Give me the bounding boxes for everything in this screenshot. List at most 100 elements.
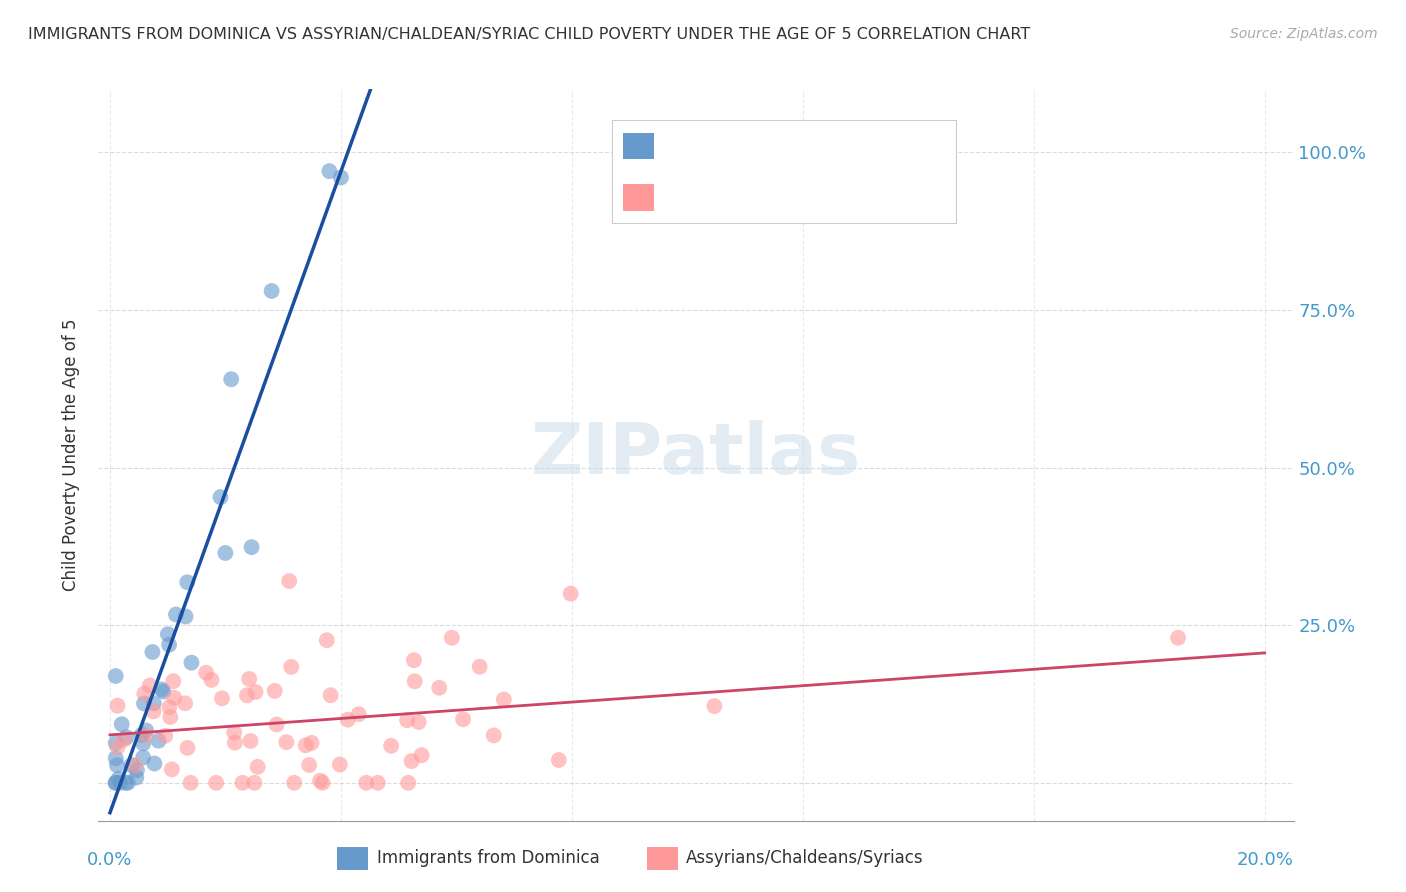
Point bbox=[214, 546, 236, 560]
Point bbox=[318, 164, 340, 178]
Text: R = -0.026   N = 66: R = -0.026 N = 66 bbox=[662, 188, 825, 206]
Point bbox=[152, 684, 174, 698]
Point bbox=[246, 760, 269, 774]
Point bbox=[142, 696, 165, 710]
Point bbox=[142, 704, 165, 718]
Point bbox=[367, 776, 389, 790]
Point bbox=[396, 776, 419, 790]
Point bbox=[150, 682, 173, 697]
Point bbox=[107, 772, 129, 786]
Point bbox=[107, 698, 129, 713]
Point bbox=[211, 691, 233, 706]
Point bbox=[124, 758, 146, 772]
Point bbox=[280, 660, 302, 674]
Text: Source: ZipAtlas.com: Source: ZipAtlas.com bbox=[1230, 27, 1378, 41]
Point bbox=[404, 674, 426, 689]
Point bbox=[239, 734, 262, 748]
Point bbox=[200, 673, 222, 687]
Point bbox=[139, 679, 162, 693]
Point bbox=[131, 728, 153, 742]
Point bbox=[141, 645, 163, 659]
Point bbox=[278, 574, 301, 588]
Point bbox=[1167, 631, 1189, 645]
Point bbox=[135, 723, 157, 738]
Point bbox=[104, 776, 127, 790]
Point bbox=[107, 740, 129, 755]
Point bbox=[156, 627, 179, 641]
Point bbox=[329, 757, 352, 772]
Point bbox=[396, 713, 419, 727]
Point bbox=[440, 631, 463, 645]
Point bbox=[104, 736, 127, 750]
Point bbox=[104, 776, 127, 790]
Point bbox=[125, 771, 148, 785]
Point bbox=[298, 758, 321, 772]
Point bbox=[309, 773, 332, 788]
Point bbox=[263, 684, 285, 698]
Point bbox=[703, 699, 725, 714]
Point bbox=[104, 669, 127, 683]
Point bbox=[283, 776, 305, 790]
Point bbox=[117, 776, 139, 790]
Point bbox=[294, 739, 316, 753]
Point bbox=[266, 717, 288, 731]
Point bbox=[159, 710, 181, 724]
Point bbox=[243, 776, 266, 790]
Point bbox=[180, 656, 202, 670]
Point bbox=[125, 764, 148, 778]
Point bbox=[468, 659, 491, 673]
Point bbox=[401, 754, 423, 768]
Point bbox=[224, 725, 246, 739]
Point bbox=[195, 665, 218, 680]
Point bbox=[205, 776, 228, 790]
Point bbox=[411, 748, 433, 763]
Point bbox=[157, 700, 180, 714]
Point bbox=[108, 776, 131, 790]
Point bbox=[105, 758, 128, 772]
Point bbox=[157, 638, 180, 652]
Text: IMMIGRANTS FROM DOMINICA VS ASSYRIAN/CHALDEAN/SYRIAC CHILD POVERTY UNDER THE AGE: IMMIGRANTS FROM DOMINICA VS ASSYRIAN/CHA… bbox=[28, 27, 1031, 42]
Point bbox=[301, 736, 323, 750]
Point bbox=[560, 587, 582, 601]
Point bbox=[260, 284, 283, 298]
Point bbox=[354, 776, 377, 790]
Point bbox=[112, 732, 135, 747]
Point bbox=[315, 633, 337, 648]
Point bbox=[176, 740, 198, 755]
Point bbox=[245, 685, 267, 699]
Point bbox=[380, 739, 402, 753]
Point bbox=[336, 713, 359, 727]
Point bbox=[219, 372, 242, 386]
Point bbox=[180, 776, 202, 790]
Point bbox=[104, 751, 127, 765]
Point bbox=[143, 756, 166, 771]
Text: Immigrants from Dominica: Immigrants from Dominica bbox=[377, 849, 599, 867]
Point bbox=[135, 728, 157, 742]
Point bbox=[162, 674, 184, 689]
Point bbox=[482, 728, 505, 742]
Text: ZIPatlas: ZIPatlas bbox=[531, 420, 860, 490]
Point bbox=[238, 672, 260, 686]
Point bbox=[492, 692, 515, 706]
Point bbox=[209, 490, 232, 504]
Point bbox=[132, 736, 155, 750]
Point bbox=[347, 707, 370, 722]
Text: R =  0.811   N = 39: R = 0.811 N = 39 bbox=[662, 137, 825, 155]
Point bbox=[148, 733, 170, 747]
Text: 20.0%: 20.0% bbox=[1236, 851, 1294, 869]
Text: 0.0%: 0.0% bbox=[87, 851, 132, 869]
Text: Assyrians/Chaldeans/Syriacs: Assyrians/Chaldeans/Syriacs bbox=[686, 849, 924, 867]
Point bbox=[319, 688, 342, 702]
Point bbox=[132, 750, 155, 764]
Point bbox=[408, 714, 430, 729]
Point bbox=[311, 776, 333, 790]
Point bbox=[115, 730, 138, 744]
Point bbox=[402, 653, 425, 667]
Point bbox=[236, 688, 259, 702]
Point bbox=[134, 687, 156, 701]
Point bbox=[547, 753, 569, 767]
Point bbox=[224, 736, 246, 750]
Point bbox=[276, 735, 298, 749]
Point bbox=[174, 609, 197, 624]
Point bbox=[176, 575, 198, 590]
